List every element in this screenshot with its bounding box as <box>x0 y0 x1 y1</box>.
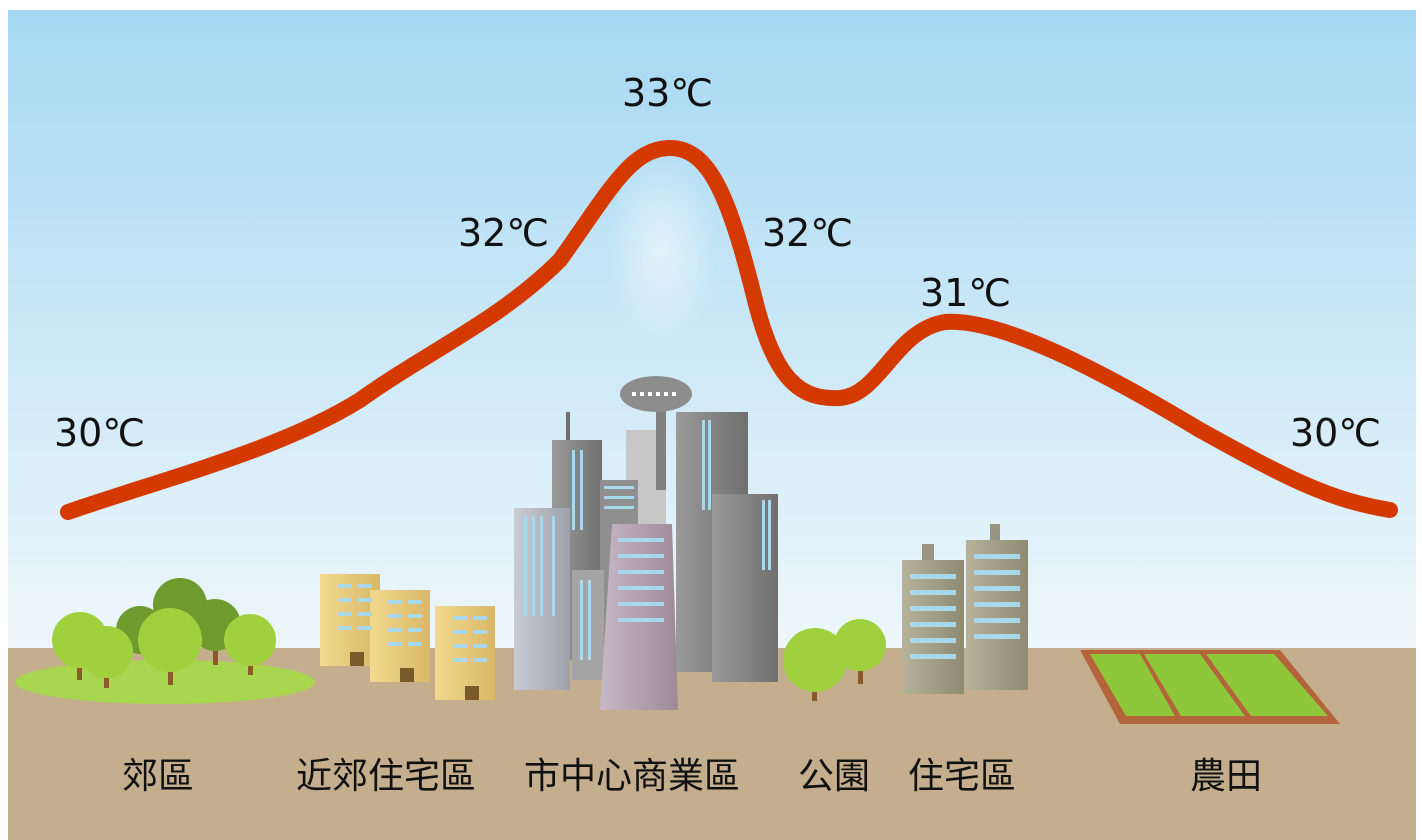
temp-label-residential: 31℃ <box>920 271 1011 315</box>
farmland-fields <box>1080 650 1340 724</box>
temp-label-suburb: 30℃ <box>54 411 145 455</box>
downtown-buildings <box>514 376 778 710</box>
temp-label-farmland: 30℃ <box>1290 411 1381 455</box>
zone-label-downtown-commercial: 市中心商業區 <box>524 756 740 797</box>
temperature-curve <box>60 140 1398 520</box>
zone-label-park: 公園 <box>798 756 870 797</box>
near-suburb-buildings <box>320 574 495 700</box>
zone-label-residential: 住宅區 <box>908 756 1016 797</box>
zone-label-farmland: 農田 <box>1190 756 1262 797</box>
park-trees <box>783 619 886 701</box>
temp-label-center: 33℃ <box>622 71 713 115</box>
temp-label-park-side: 32℃ <box>762 211 853 255</box>
temp-label-near-suburb: 32℃ <box>458 211 549 255</box>
suburb-trees <box>15 578 315 704</box>
zone-label-suburb: 郊區 <box>122 756 194 797</box>
heat-glow <box>607 155 717 345</box>
zone-label-near-suburb-residential: 近郊住宅區 <box>296 756 476 797</box>
residential-buildings <box>902 524 1028 694</box>
